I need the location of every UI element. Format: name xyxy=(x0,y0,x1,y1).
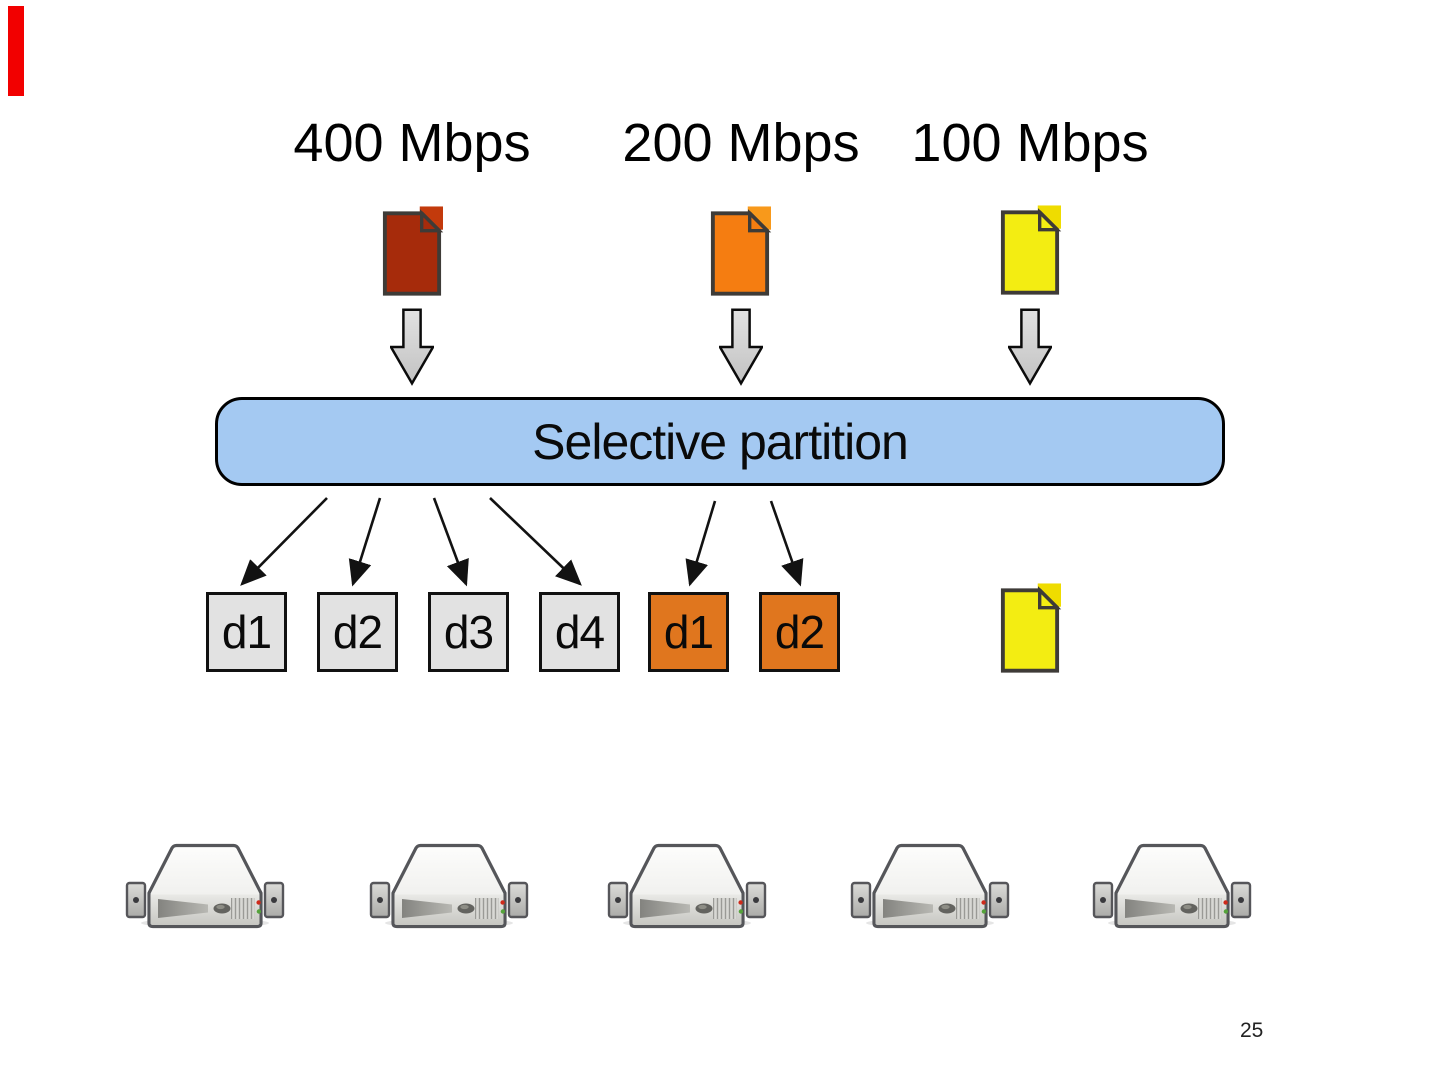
down-arrow-icon xyxy=(390,308,434,386)
partition-box-label: d3 xyxy=(443,606,494,658)
document-icon-yellow-unsplit xyxy=(1000,583,1062,673)
server-icon xyxy=(607,843,767,929)
server-icon xyxy=(125,843,285,929)
selective-partition-label: Selective partition xyxy=(532,413,909,470)
partition-box-d2-orange: d2 xyxy=(759,592,840,672)
partition-box-label: d1 xyxy=(221,606,272,658)
partition-box-label: d4 xyxy=(554,606,605,658)
document-icon-orange xyxy=(710,206,772,296)
stream-rate-label-400: 400 Mbps xyxy=(293,113,531,173)
partition-box-d1-orange: d1 xyxy=(648,592,729,672)
partition-box-d4-gray: d4 xyxy=(539,592,620,672)
page-number: 25 xyxy=(1240,1019,1264,1042)
down-arrow-icon xyxy=(719,308,763,386)
partition-box-d2-gray: d2 xyxy=(317,592,398,672)
server-icon xyxy=(369,843,529,929)
red-indicator-bar xyxy=(8,6,24,96)
partition-box-label: d2 xyxy=(332,606,383,658)
stream-rate-label-100: 100 Mbps xyxy=(911,113,1149,173)
partition-box-d1-gray: d1 xyxy=(206,592,287,672)
partition-box-label: d2 xyxy=(774,606,825,658)
stream-rate-label-200: 200 Mbps xyxy=(622,113,860,173)
server-icon xyxy=(850,843,1010,929)
selective-partition-bar: Selective partition xyxy=(215,397,1225,486)
document-icon-red xyxy=(382,206,444,296)
partition-box-label: d1 xyxy=(663,606,714,658)
down-arrow-icon xyxy=(1008,308,1052,386)
server-icon xyxy=(1092,843,1252,929)
partition-box-d3-gray: d3 xyxy=(428,592,509,672)
document-icon-yellow xyxy=(1000,205,1062,295)
